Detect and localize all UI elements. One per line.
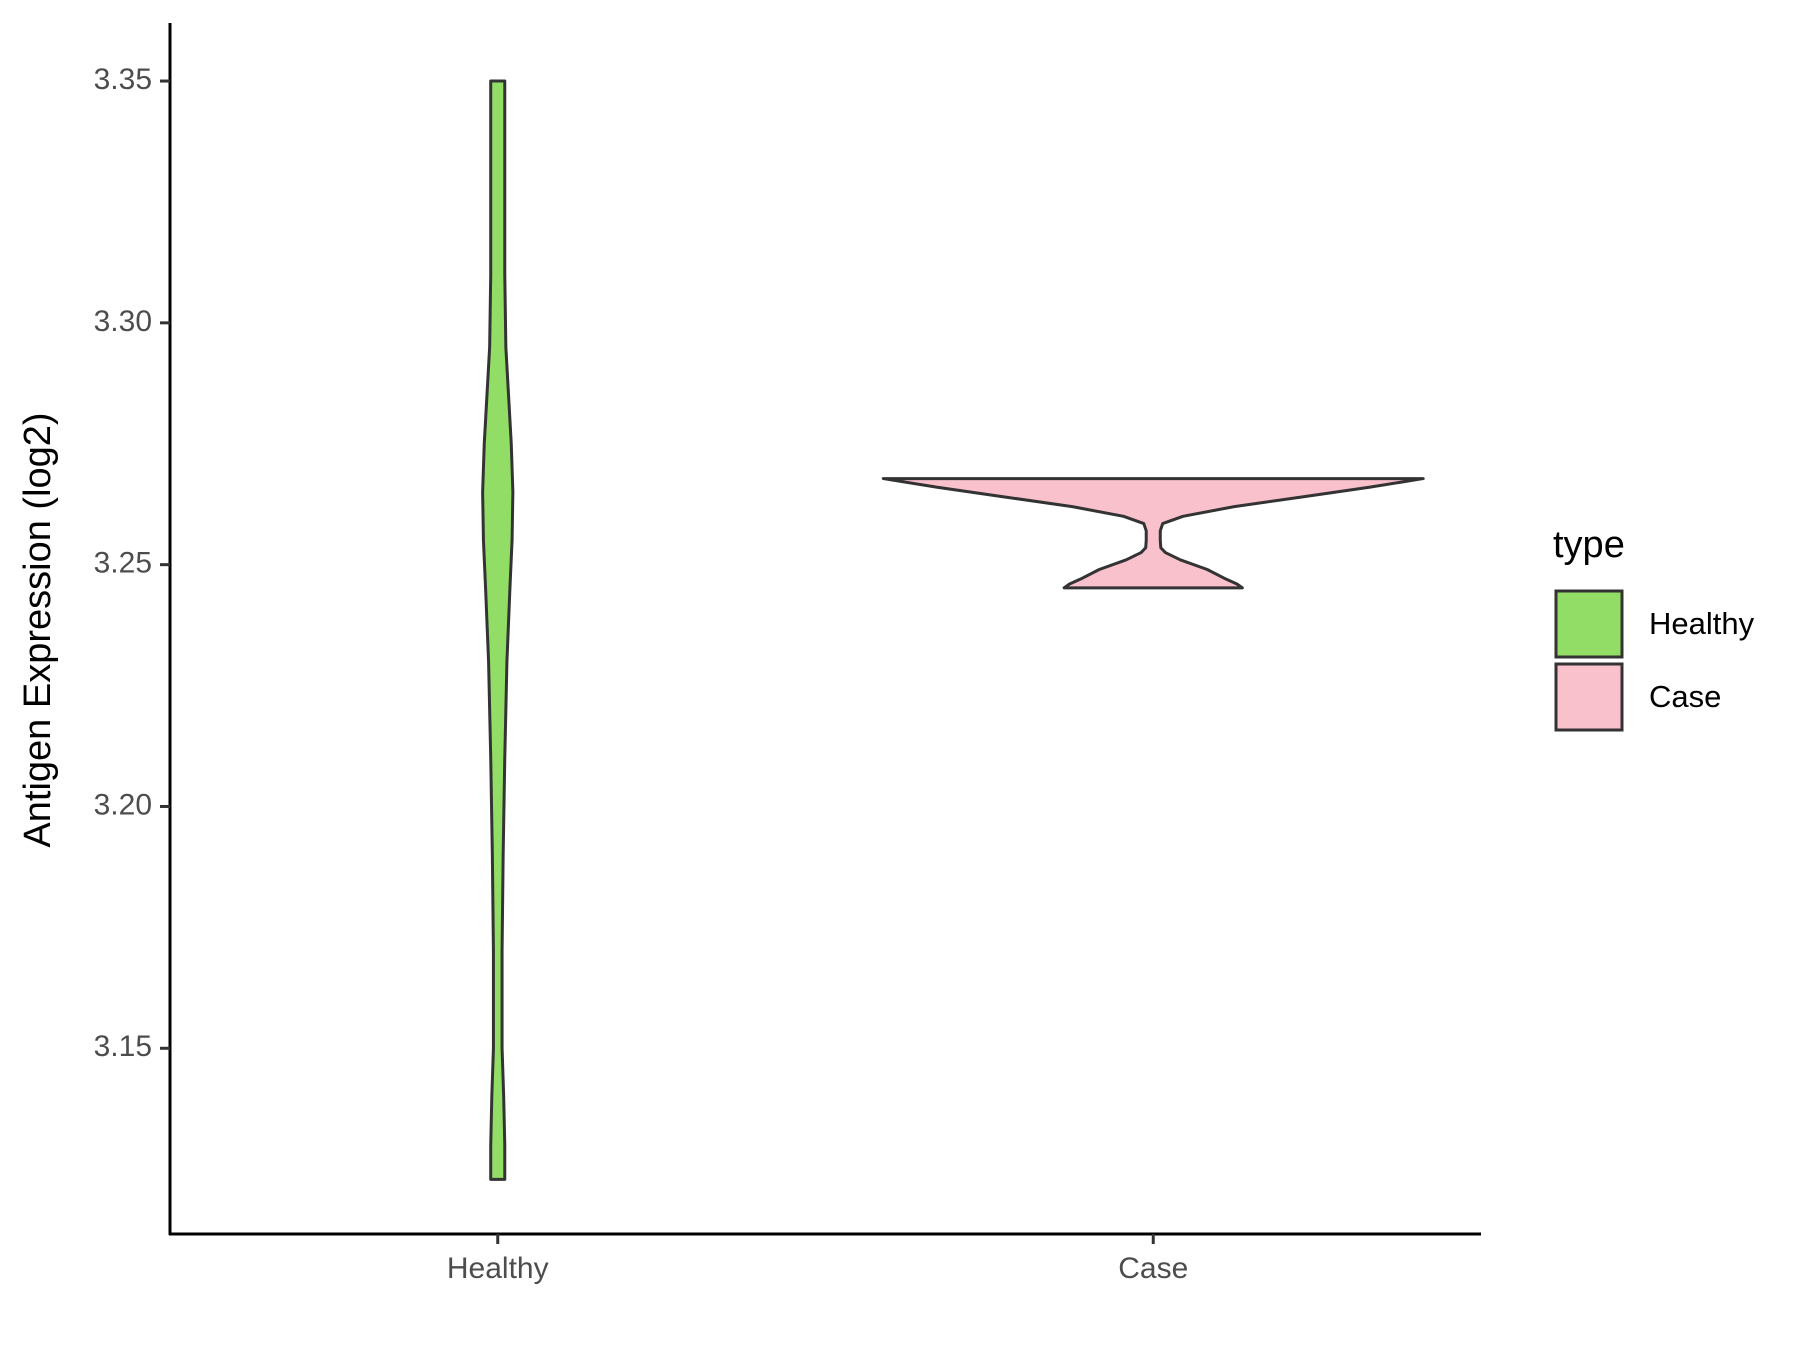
x-tick-label: Case: [1118, 1252, 1188, 1285]
violin: [881, 477, 1425, 590]
x-tick-label: Healthy: [447, 1252, 549, 1285]
legend-label: Healthy: [1649, 606, 1755, 641]
y-tick-label: 3.30: [94, 305, 152, 338]
violin: [481, 79, 515, 1181]
y-tick-label: 3.15: [94, 1030, 152, 1063]
y-tick-label: 3.20: [94, 788, 152, 821]
legend-key: [1554, 589, 1624, 659]
y-tick-label: 3.25: [94, 547, 152, 580]
y-tick-label: 3.35: [94, 63, 152, 96]
legend-title: type: [1553, 524, 1625, 566]
legend-key: [1554, 662, 1624, 732]
y-axis-title: Antigen Expression (log2): [17, 412, 59, 847]
legend-label: Case: [1649, 679, 1721, 714]
